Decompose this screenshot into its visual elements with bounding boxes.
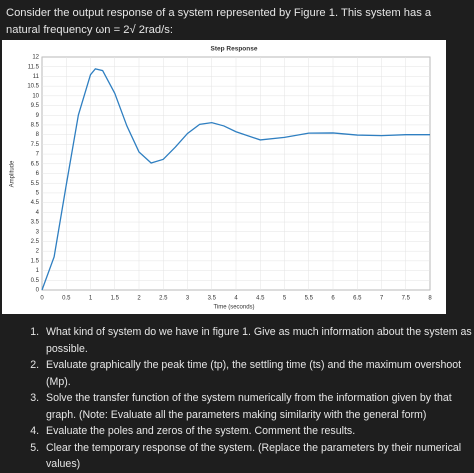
x-tick-label: 6	[331, 296, 335, 302]
y-axis-label: Amplitude	[10, 160, 16, 187]
x-tick-label: 3.5	[208, 296, 217, 302]
question: Evaluate graphically the peak time (tp),…	[42, 357, 474, 390]
y-tick-label: 3.5	[31, 220, 40, 226]
question-list: What kind of system do we have in figure…	[24, 324, 474, 473]
x-tick-label: 0.5	[62, 296, 71, 302]
chart: Step Response Time (seconds) Amplitude 0…	[2, 40, 446, 314]
question: What kind of system do we have in figure…	[42, 324, 474, 357]
y-tick-label: 10.5	[27, 84, 39, 90]
x-tick-label: 7	[380, 296, 384, 302]
intro-text: Consider the output response of a system…	[6, 7, 432, 36]
y-tick-label: 3	[36, 229, 40, 235]
y-tick-label: 1	[36, 268, 40, 274]
x-tick-label: 3	[186, 296, 190, 302]
x-tick-label: 2.5	[159, 296, 168, 302]
y-tick-label: 1.5	[31, 258, 40, 264]
page: Consider the output response of a system…	[0, 0, 474, 434]
x-tick-label: 8	[428, 296, 432, 302]
question: Clear the temporary response of the syst…	[42, 440, 474, 473]
y-tick-label: 0	[36, 288, 40, 294]
x-tick-label: 0	[40, 296, 44, 302]
y-tick-label: 4	[36, 210, 40, 216]
y-tick-label: 6.5	[31, 161, 40, 167]
y-tick-label: 5	[36, 190, 40, 196]
x-tick-label: 1	[89, 296, 93, 302]
x-tick-label: 1.5	[111, 296, 120, 302]
x-tick-label: 4	[234, 296, 238, 302]
y-tick-label: 12	[32, 55, 39, 61]
y-tick-label: 7.5	[31, 142, 40, 148]
x-tick-label: 7.5	[402, 296, 411, 302]
y-tick-label: 9	[36, 113, 40, 119]
y-tick-label: 11	[33, 74, 40, 80]
line-series	[41, 68, 430, 291]
x-tick-label: 4.5	[256, 296, 265, 302]
question: Evaluate the poles and zeros of the syst…	[42, 423, 474, 440]
y-tick-label: 4.5	[31, 200, 40, 206]
chart-title: Step Response	[211, 46, 258, 53]
y-tick-label: 2.5	[31, 239, 40, 245]
x-tick-label: 2	[137, 296, 141, 302]
y-tick-label: 9.5	[31, 103, 40, 109]
question: Solve the transfer function of the syste…	[42, 390, 474, 423]
y-tick-label: 10	[32, 93, 39, 99]
x-tick-label: 6.5	[353, 296, 362, 302]
y-tick-label: 8	[36, 132, 40, 138]
y-tick-label: 11.5	[28, 64, 40, 70]
x-tick-label: 5.5	[305, 296, 314, 302]
y-tick-label: 5.5	[31, 181, 40, 187]
y-tick-label: 6	[36, 171, 40, 177]
y-tick-label: 2	[36, 249, 40, 255]
y-tick-label: 8.5	[31, 123, 40, 129]
y-tick-label: 7	[36, 152, 40, 158]
y-tick-label: 0.5	[31, 278, 40, 284]
x-axis-label: Time (seconds)	[213, 305, 254, 311]
x-tick-label: 5	[283, 296, 287, 302]
